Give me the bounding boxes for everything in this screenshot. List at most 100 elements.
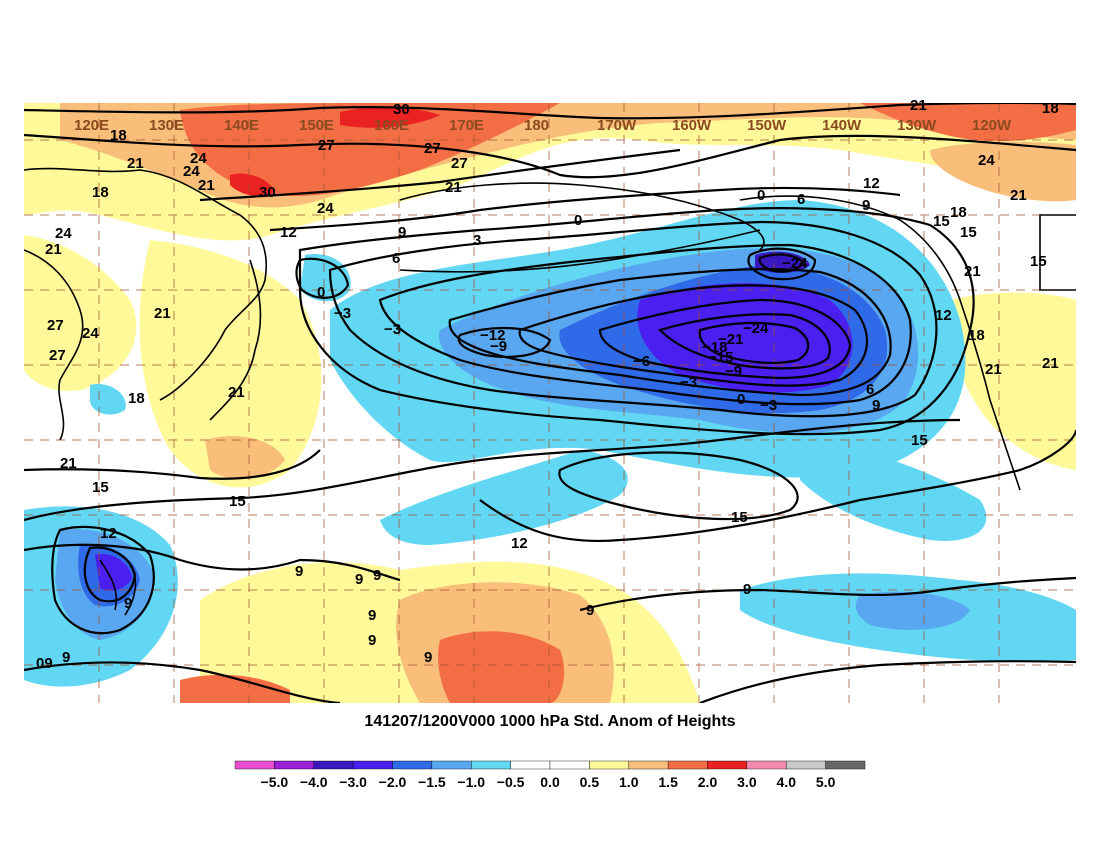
lon-label-160w: 160W <box>672 117 712 134</box>
contour-label: 27 <box>47 317 64 334</box>
lon-label-140w: 140W <box>822 117 862 134</box>
contour-label: 9 <box>743 581 751 598</box>
contour-label: 21 <box>910 97 927 114</box>
contour-label: 9 <box>124 595 132 612</box>
lon-label-130e: 130E <box>149 117 184 134</box>
contour-label: 21 <box>964 263 981 280</box>
colorbar-swatch <box>707 760 748 770</box>
colorbar-label: −2.0 <box>379 774 407 790</box>
contour-label: −24 <box>782 255 808 272</box>
colorbar-label: −3.0 <box>339 774 367 790</box>
colorbar-swatch <box>352 760 393 770</box>
contour-label: 18 <box>110 127 127 144</box>
contour-label: 18 <box>1042 100 1059 117</box>
colorbar-label: 1.0 <box>619 774 639 790</box>
contour-label: −15 <box>708 349 733 366</box>
colorbar-swatch <box>589 760 629 770</box>
contour-label: 15 <box>731 509 748 526</box>
colorbar-swatch <box>234 760 275 770</box>
colorbar-label: 0.5 <box>580 774 600 790</box>
contour-label: 6 <box>866 381 874 398</box>
contour-label: 24 <box>183 163 200 180</box>
contour-label: 30 <box>259 184 276 201</box>
contour-label: 18 <box>968 327 985 344</box>
shaded-field <box>24 103 1076 703</box>
contour-label: 27 <box>451 155 468 172</box>
lon-label-130w: 130W <box>897 117 937 134</box>
colorbar-swatch <box>667 760 708 770</box>
colorbar-label: −1.5 <box>418 774 446 790</box>
contour-label: 15 <box>1030 253 1047 270</box>
contour-label: −9 <box>490 338 507 355</box>
contour-label: −24 <box>743 320 769 337</box>
contour-label: 15 <box>960 224 977 241</box>
lon-label-180: 180 <box>524 117 549 134</box>
contour-label: 15 <box>933 213 950 230</box>
contour-label: −3 <box>334 305 351 322</box>
contour-label: 27 <box>49 347 66 364</box>
contour-label: 0 <box>574 212 582 229</box>
contour-label: 21 <box>60 455 77 472</box>
coastlines <box>24 167 1076 616</box>
contour-label: 0 <box>317 284 325 301</box>
contour-label: 9 <box>295 563 303 580</box>
contour-label: 12 <box>511 535 528 552</box>
contour-label: 3 <box>473 232 481 249</box>
colorbar: −5.0 −4.0 −3.0 −2.0 −1.5 −1.0 −0.5 0.0 0.5 1.0 1.5… <box>234 760 866 790</box>
contour-label: 9 <box>368 632 376 649</box>
colorbar-swatch <box>471 760 511 770</box>
contour-label: 9 <box>872 397 880 414</box>
contour-label: 24 <box>190 150 207 167</box>
contour-label: 12 <box>863 175 880 192</box>
colorbar-label: 3.0 <box>737 774 757 790</box>
contour-label: 12 <box>100 525 117 542</box>
colorbar-label: 1.5 <box>658 774 678 790</box>
contour-label: 15 <box>229 493 246 510</box>
contour-label: 24 <box>55 225 72 242</box>
colorbar-label: 2.0 <box>698 774 718 790</box>
colorbar-swatch <box>628 760 669 770</box>
colorbar-swatch <box>431 760 472 770</box>
contour-label: 09 <box>36 655 53 672</box>
contour-label: 21 <box>45 241 62 258</box>
contour-label: 21 <box>985 361 1002 378</box>
lon-label-140e: 140E <box>224 117 259 134</box>
contour-label: 18 <box>92 184 109 201</box>
contour-label: 0 <box>737 391 745 408</box>
contour-label: −12 <box>480 327 505 344</box>
lon-label-160e: 160E <box>374 117 409 134</box>
colorbar-swatch <box>510 760 551 770</box>
contour-label: 15 <box>92 479 109 496</box>
contour-label: 21 <box>127 155 144 172</box>
colorbar-swatch <box>825 760 866 770</box>
map-title: 141207/1200V000 1000 hPa Std. Anom of He… <box>364 713 736 730</box>
contour-label: −3 <box>384 321 401 338</box>
colorbar-label: −1.0 <box>457 774 485 790</box>
contour-label: 6 <box>797 191 805 208</box>
contour-label: 21 <box>445 179 462 196</box>
colorbar-label: 0.0 <box>540 774 560 790</box>
contour-label: 9 <box>586 602 594 619</box>
contour-label: 9 <box>862 197 870 214</box>
colorbar-swatch <box>274 760 314 770</box>
contour-label: −3 <box>680 374 697 391</box>
colorbar-label: −4.0 <box>300 774 328 790</box>
contour-label: 12 <box>935 307 952 324</box>
contour-label: 21 <box>154 305 171 322</box>
colorbar-label: 4.0 <box>777 774 797 790</box>
height-contours <box>24 103 1076 703</box>
lon-label-150e: 150E <box>299 117 334 134</box>
contour-label: 24 <box>978 152 995 169</box>
contour-label: 30 <box>393 101 410 118</box>
colorbar-label: −0.5 <box>497 774 525 790</box>
contour-label: 21 <box>1010 187 1027 204</box>
contour-label: 9 <box>62 649 70 666</box>
contour-labels: 30 27 27 27 24 21 21 18 18 18 21 24 24 2… <box>36 97 1059 672</box>
colorbar-label: −5.0 <box>261 774 289 790</box>
lon-label-170w: 170W <box>597 117 637 134</box>
contour-label: 9 <box>398 224 406 241</box>
contour-label: 9 <box>373 567 381 584</box>
colorbar-swatch <box>392 760 433 770</box>
contour-label: 9 <box>355 571 363 588</box>
